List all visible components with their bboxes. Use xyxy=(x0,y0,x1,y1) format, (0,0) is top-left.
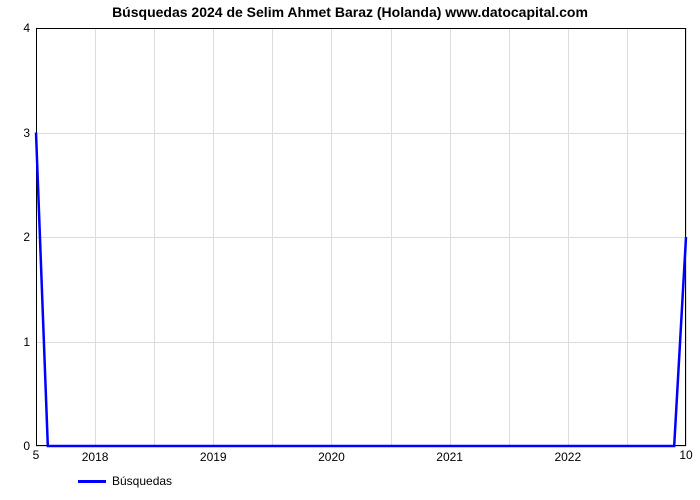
line-layer xyxy=(36,28,686,446)
legend-swatch xyxy=(78,480,106,483)
series-line xyxy=(36,133,686,447)
y-tick-label: 0 xyxy=(23,439,36,453)
legend: Búsquedas xyxy=(78,474,172,488)
x-tick-label: 2019 xyxy=(200,446,227,464)
y-tick-label: 4 xyxy=(23,21,36,35)
x-tick-label: 2018 xyxy=(82,446,109,464)
plot-area: 5 10 0123420182019202020212022 xyxy=(36,28,686,446)
y-tick-label: 1 xyxy=(23,335,36,349)
legend-label: Búsquedas xyxy=(112,474,172,488)
grid-line-vertical xyxy=(686,28,687,446)
x-tick-label: 2020 xyxy=(318,446,345,464)
chart-title: Búsquedas 2024 de Selim Ahmet Baraz (Hol… xyxy=(0,4,700,20)
chart-container: Búsquedas 2024 de Selim Ahmet Baraz (Hol… xyxy=(0,0,700,500)
y-tick-label: 2 xyxy=(23,230,36,244)
x-tick-label: 2022 xyxy=(554,446,581,464)
x-domain-end-label: 10 xyxy=(679,448,692,462)
y-tick-label: 3 xyxy=(23,126,36,140)
x-tick-label: 2021 xyxy=(436,446,463,464)
